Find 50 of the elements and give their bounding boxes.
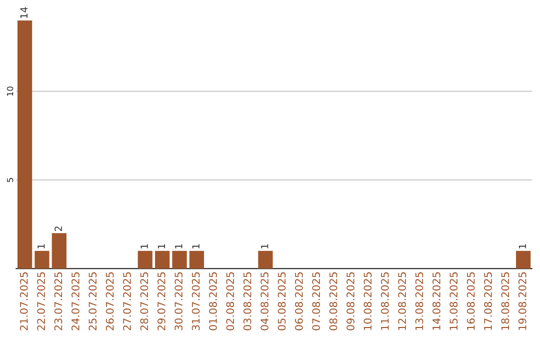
data-label: 14 [20,7,28,18]
data-label: 1 [140,244,148,248]
x-tick-label: 28.07.2025 [140,272,148,330]
data-label: 1 [518,244,526,248]
x-tick-label: 29.07.2025 [157,272,166,330]
bar [52,233,66,269]
x-tick-label: 06.08.2025 [294,272,303,330]
data-label: 1 [261,244,268,248]
x-tick-label: 01.08.2025 [209,272,217,330]
bar [516,250,531,269]
x-tick-label: 31.07.2025 [192,272,200,330]
x-tick-label: 25.07.2025 [88,272,97,330]
x-tick-label: 02.08.2025 [226,272,234,330]
x-tick-label: 21.07.2025 [20,272,28,330]
x-tick-label: 19.08.2025 [518,272,526,330]
bar [258,250,273,269]
data-label: 1 [38,244,45,248]
x-tick-label: 17.08.2025 [484,272,492,330]
data-label: 1 [175,244,182,248]
x-tick-label: 08.08.2025 [329,272,338,330]
x-tick-label: 27.07.2025 [123,272,131,330]
x-tick-label: 26.07.2025 [106,272,114,330]
x-tick-label: 12.08.2025 [398,272,406,330]
x-tick-label: 24.07.2025 [72,272,80,330]
x-tick-label: 13.08.2025 [415,272,424,330]
data-label: 1 [192,244,200,248]
data-label: 1 [158,244,165,248]
x-tick-label: 05.08.2025 [278,272,286,330]
x-tick-label: 30.07.2025 [174,272,183,330]
bar [155,250,170,269]
data-label: 2 [54,226,62,232]
bar [34,250,50,269]
x-tick-label: 15.08.2025 [450,272,458,330]
y-tick-label: 10 [6,86,14,96]
bar [189,250,204,269]
x-tick-label: 23.07.2025 [54,272,62,330]
x-tick-label: 22.07.2025 [37,272,46,330]
bar [172,250,187,269]
x-tick-label: 11.08.2025 [380,272,389,330]
x-tick-label: 07.08.2025 [312,272,320,330]
x-tick-label: 14.08.2025 [432,272,440,330]
x-tick-label: 18.08.2025 [501,272,510,330]
y-tick-label: 5 [7,178,14,182]
x-tick-label: 04.08.2025 [260,272,268,330]
x-tick-label: 16.08.2025 [466,272,475,330]
x-tick-label: 09.08.2025 [346,272,354,330]
bar [17,20,32,269]
x-tick-label: 03.08.2025 [243,272,252,330]
bar [138,250,152,269]
x-tick-label: 10.08.2025 [364,272,372,330]
